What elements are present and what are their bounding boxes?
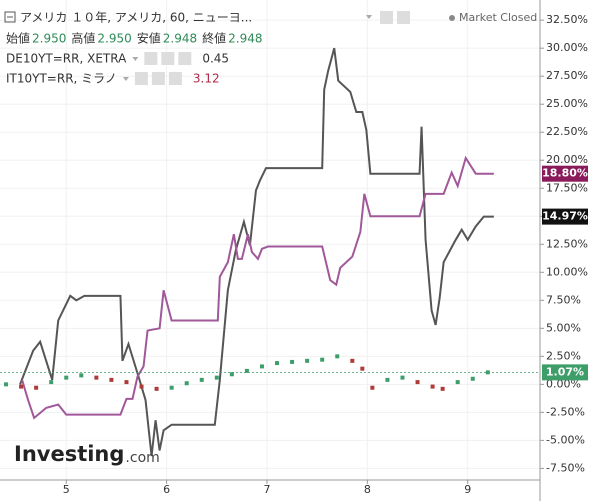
candle — [109, 377, 114, 382]
dropdown[interactable] — [132, 57, 139, 61]
y-tick-label: 17.50% — [546, 181, 588, 194]
x-tick-label: 5 — [63, 483, 70, 496]
y-tick-label: -7.50% — [546, 461, 585, 474]
candle — [169, 385, 174, 390]
dropdown[interactable] — [366, 15, 372, 19]
last-value-badge — [542, 364, 588, 381]
y-tick-label: 20.00% — [546, 153, 588, 166]
legend-name: DE10YT=RR, XETRA — [6, 52, 127, 66]
candle — [385, 377, 390, 382]
legend-icon[interactable] — [168, 72, 182, 85]
legend-icon[interactable] — [151, 72, 165, 85]
last-value-label: 18.80% — [542, 167, 588, 180]
close-icon[interactable] — [397, 11, 410, 24]
y-tick-label: 22.50% — [546, 125, 588, 138]
candle — [350, 358, 355, 363]
collapse-icon[interactable] — [4, 11, 16, 23]
candle — [415, 380, 420, 385]
watermark-domain: .com — [125, 450, 159, 466]
legend-value: 3.12 — [193, 72, 220, 86]
candle — [139, 384, 144, 389]
legend-icon[interactable] — [144, 52, 158, 65]
legend-icon[interactable] — [178, 52, 192, 65]
y-tick-label: 5.00% — [546, 321, 581, 334]
series-line — [19, 47, 494, 457]
candle — [79, 373, 84, 378]
y-tick-label: -5.00% — [546, 433, 585, 446]
candle — [244, 368, 249, 373]
candle — [275, 361, 280, 366]
legend: DE10YT=RR, XETRA 0.45 IT10YT=RR, ミラノ 3.12 — [6, 52, 229, 86]
candle — [34, 385, 39, 390]
y-tick-label: 25.00% — [546, 97, 588, 110]
candle — [124, 380, 129, 385]
candle — [290, 359, 295, 364]
y-tick-label: 2.50% — [546, 349, 581, 362]
ohlc-value: 2.950 — [97, 32, 131, 46]
legend-icon[interactable] — [161, 52, 175, 65]
candle — [94, 375, 99, 380]
watermark-brand: Investing — [14, 442, 124, 466]
ohlc-value: 2.948 — [163, 32, 197, 46]
candle — [440, 386, 445, 391]
last-value-label: 14.97% — [542, 210, 588, 223]
candle — [19, 384, 24, 389]
candle — [214, 375, 219, 380]
candle — [4, 382, 9, 387]
candle — [430, 384, 435, 389]
legend-icon[interactable] — [134, 72, 148, 85]
candle — [49, 380, 54, 385]
last-value-label: 1.07% — [546, 365, 584, 378]
chart-title: アメリカ １０年, アメリカ, 60, ニューヨ... — [20, 11, 252, 25]
candle — [485, 370, 490, 375]
ohlc-label: 安値 — [137, 31, 161, 46]
candle — [320, 357, 325, 362]
y-tick-label: -2.50% — [546, 405, 585, 418]
ohlc-label: 高値 — [71, 31, 95, 46]
x-tick-label: 9 — [464, 483, 471, 496]
header: アメリカ １０年, アメリカ, 60, ニューヨ... Market Close… — [4, 11, 537, 46]
candle — [360, 366, 365, 371]
x-tick-label: 8 — [364, 483, 371, 496]
candle — [184, 381, 189, 386]
market-status: Market Closed — [459, 11, 537, 24]
dropdown[interactable] — [122, 77, 129, 81]
legend-value: 0.45 — [202, 52, 229, 66]
x-tick-label: 6 — [163, 483, 170, 496]
candle — [470, 376, 475, 381]
candle — [400, 375, 405, 380]
ohlc-value: 2.948 — [228, 32, 262, 46]
watermark: Investing .com — [14, 442, 160, 466]
settings-icon[interactable] — [380, 11, 393, 24]
candle — [305, 358, 310, 363]
legend-name: IT10YT=RR, ミラノ — [6, 72, 117, 86]
candle — [199, 377, 204, 382]
candle — [370, 385, 375, 390]
last-value-badge — [542, 165, 588, 182]
y-tick-label: 12.50% — [546, 237, 588, 250]
y-tick-label: 0.00% — [546, 377, 581, 390]
candle — [154, 386, 159, 391]
status-dot — [449, 15, 455, 21]
ohlc-label: 終値 — [202, 31, 226, 46]
x-tick-label: 7 — [263, 483, 270, 496]
candle — [229, 372, 234, 377]
ohlc-label: 始値 — [6, 31, 30, 46]
candle — [455, 380, 460, 385]
y-tick-label: 10.00% — [546, 265, 588, 278]
ohlc-value: 2.950 — [32, 32, 66, 46]
plot — [0, 47, 540, 457]
y-tick-label: 27.50% — [546, 69, 588, 82]
y-tick-label: 32.50% — [546, 13, 588, 26]
axes: 32.50% 30.00% 27.50% 25.00% 22.50% 20.00% 17.5… — [63, 13, 588, 496]
series-line — [21, 155, 494, 420]
y-tick-label: 30.00% — [546, 41, 588, 54]
candle — [64, 375, 69, 380]
last-value-badge — [542, 208, 588, 225]
candle — [335, 354, 340, 359]
y-tick-label: 7.50% — [546, 293, 581, 306]
candle — [259, 364, 264, 369]
